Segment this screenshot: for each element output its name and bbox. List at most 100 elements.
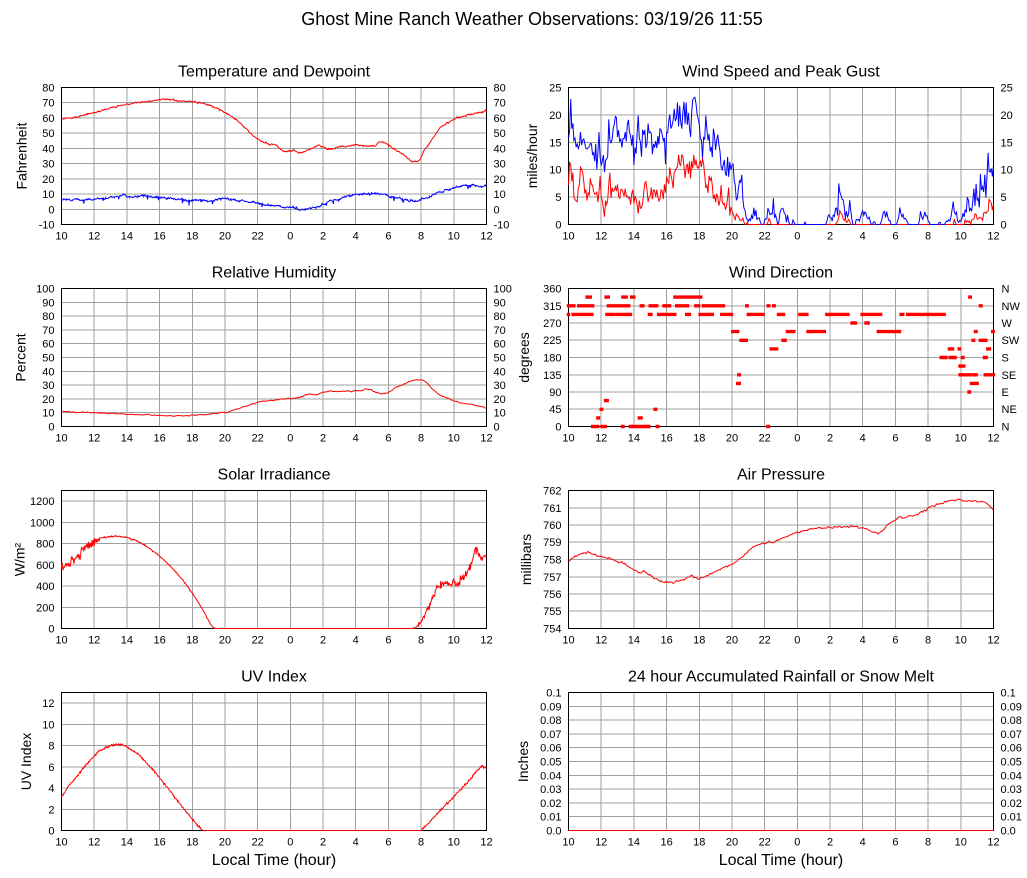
svg-text:2: 2 [320,433,326,445]
svg-text:0.02: 0.02 [1001,798,1022,810]
svg-text:12: 12 [595,433,607,445]
svg-text:12: 12 [595,231,607,243]
svg-text:760: 760 [543,520,561,532]
svg-text:0.06: 0.06 [540,743,561,755]
svg-text:0.04: 0.04 [1001,770,1022,782]
svg-text:6: 6 [385,635,391,647]
svg-text:0: 0 [287,231,293,243]
svg-text:10: 10 [1001,165,1013,177]
svg-text:18: 18 [693,635,705,647]
svg-text:30: 30 [42,159,54,171]
svg-text:4: 4 [860,837,866,849]
svg-text:90: 90 [42,297,54,309]
svg-text:100: 100 [36,284,54,296]
svg-text:16: 16 [660,231,672,243]
svg-text:6: 6 [892,837,898,849]
svg-text:0.0: 0.0 [1001,826,1016,838]
svg-text:200: 200 [36,602,54,614]
svg-text:14: 14 [628,231,640,243]
svg-text:12: 12 [987,635,999,647]
svg-text:14: 14 [121,433,133,445]
svg-text:10: 10 [448,635,460,647]
svg-text:2: 2 [48,804,54,816]
svg-text:Percent: Percent [13,333,29,381]
svg-text:SW: SW [1002,335,1020,347]
svg-text:20: 20 [219,635,231,647]
svg-text:0: 0 [48,826,54,838]
svg-text:4: 4 [860,635,866,647]
svg-text:800: 800 [36,539,54,551]
svg-text:0: 0 [794,231,800,243]
svg-text:0.03: 0.03 [1001,784,1022,796]
svg-text:Wind Speed and Peak Gust: Wind Speed and Peak Gust [682,64,880,81]
svg-text:20: 20 [494,394,506,406]
svg-text:600: 600 [36,560,54,572]
svg-text:761: 761 [543,503,561,515]
svg-text:50: 50 [42,353,54,365]
svg-text:22: 22 [252,635,264,647]
svg-text:15: 15 [1001,137,1013,149]
svg-text:12: 12 [595,837,607,849]
svg-text:NE: NE [1002,404,1017,416]
svg-text:8: 8 [418,231,424,243]
svg-text:-10: -10 [39,220,55,232]
svg-text:10: 10 [42,408,54,420]
svg-text:0.1: 0.1 [546,688,561,700]
svg-text:70: 70 [42,325,54,337]
svg-text:0: 0 [1001,220,1007,232]
svg-text:5: 5 [1001,192,1007,204]
svg-text:N: N [1002,422,1010,434]
svg-text:S: S [1002,353,1009,365]
svg-text:755: 755 [543,606,561,618]
svg-text:0.08: 0.08 [1001,715,1022,727]
svg-text:10: 10 [42,189,54,201]
svg-text:SE: SE [1002,370,1017,382]
svg-text:10: 10 [448,231,460,243]
svg-text:756: 756 [543,589,561,601]
svg-text:12: 12 [88,635,100,647]
svg-text:1000: 1000 [30,517,54,529]
svg-text:360: 360 [543,284,561,296]
svg-text:70: 70 [494,325,506,337]
svg-text:12: 12 [987,231,999,243]
svg-text:45: 45 [549,404,561,416]
svg-text:8: 8 [925,231,931,243]
svg-text:22: 22 [252,837,264,849]
svg-text:0: 0 [287,837,293,849]
svg-text:E: E [1002,387,1009,399]
svg-text:10: 10 [55,433,67,445]
svg-text:18: 18 [186,837,198,849]
svg-text:30: 30 [494,380,506,392]
svg-text:12: 12 [88,231,100,243]
svg-text:14: 14 [121,231,133,243]
svg-text:12: 12 [480,837,492,849]
svg-text:0.05: 0.05 [540,757,561,769]
svg-text:22: 22 [252,231,264,243]
svg-text:6: 6 [892,231,898,243]
svg-text:0.0: 0.0 [546,826,561,838]
svg-text:4: 4 [860,231,866,243]
svg-text:-10: -10 [494,220,510,232]
svg-text:Wind Direction: Wind Direction [729,265,833,282]
svg-text:25: 25 [549,83,561,95]
svg-text:90: 90 [494,297,506,309]
svg-text:2: 2 [827,635,833,647]
svg-text:12: 12 [595,635,607,647]
svg-text:10: 10 [955,433,967,445]
svg-text:2: 2 [320,837,326,849]
svg-text:315: 315 [543,301,561,313]
svg-text:180: 180 [543,353,561,365]
svg-text:0: 0 [794,635,800,647]
svg-text:18: 18 [693,433,705,445]
svg-text:20: 20 [726,837,738,849]
svg-text:0.01: 0.01 [540,812,561,824]
svg-text:22: 22 [759,433,771,445]
svg-text:0.09: 0.09 [1001,701,1022,713]
svg-text:Local Time (hour): Local Time (hour) [719,852,844,869]
svg-text:100: 100 [494,284,512,296]
svg-text:90: 90 [549,387,561,399]
svg-text:18: 18 [186,635,198,647]
svg-text:16: 16 [153,231,165,243]
svg-text:12: 12 [480,635,492,647]
svg-text:80: 80 [42,311,54,323]
